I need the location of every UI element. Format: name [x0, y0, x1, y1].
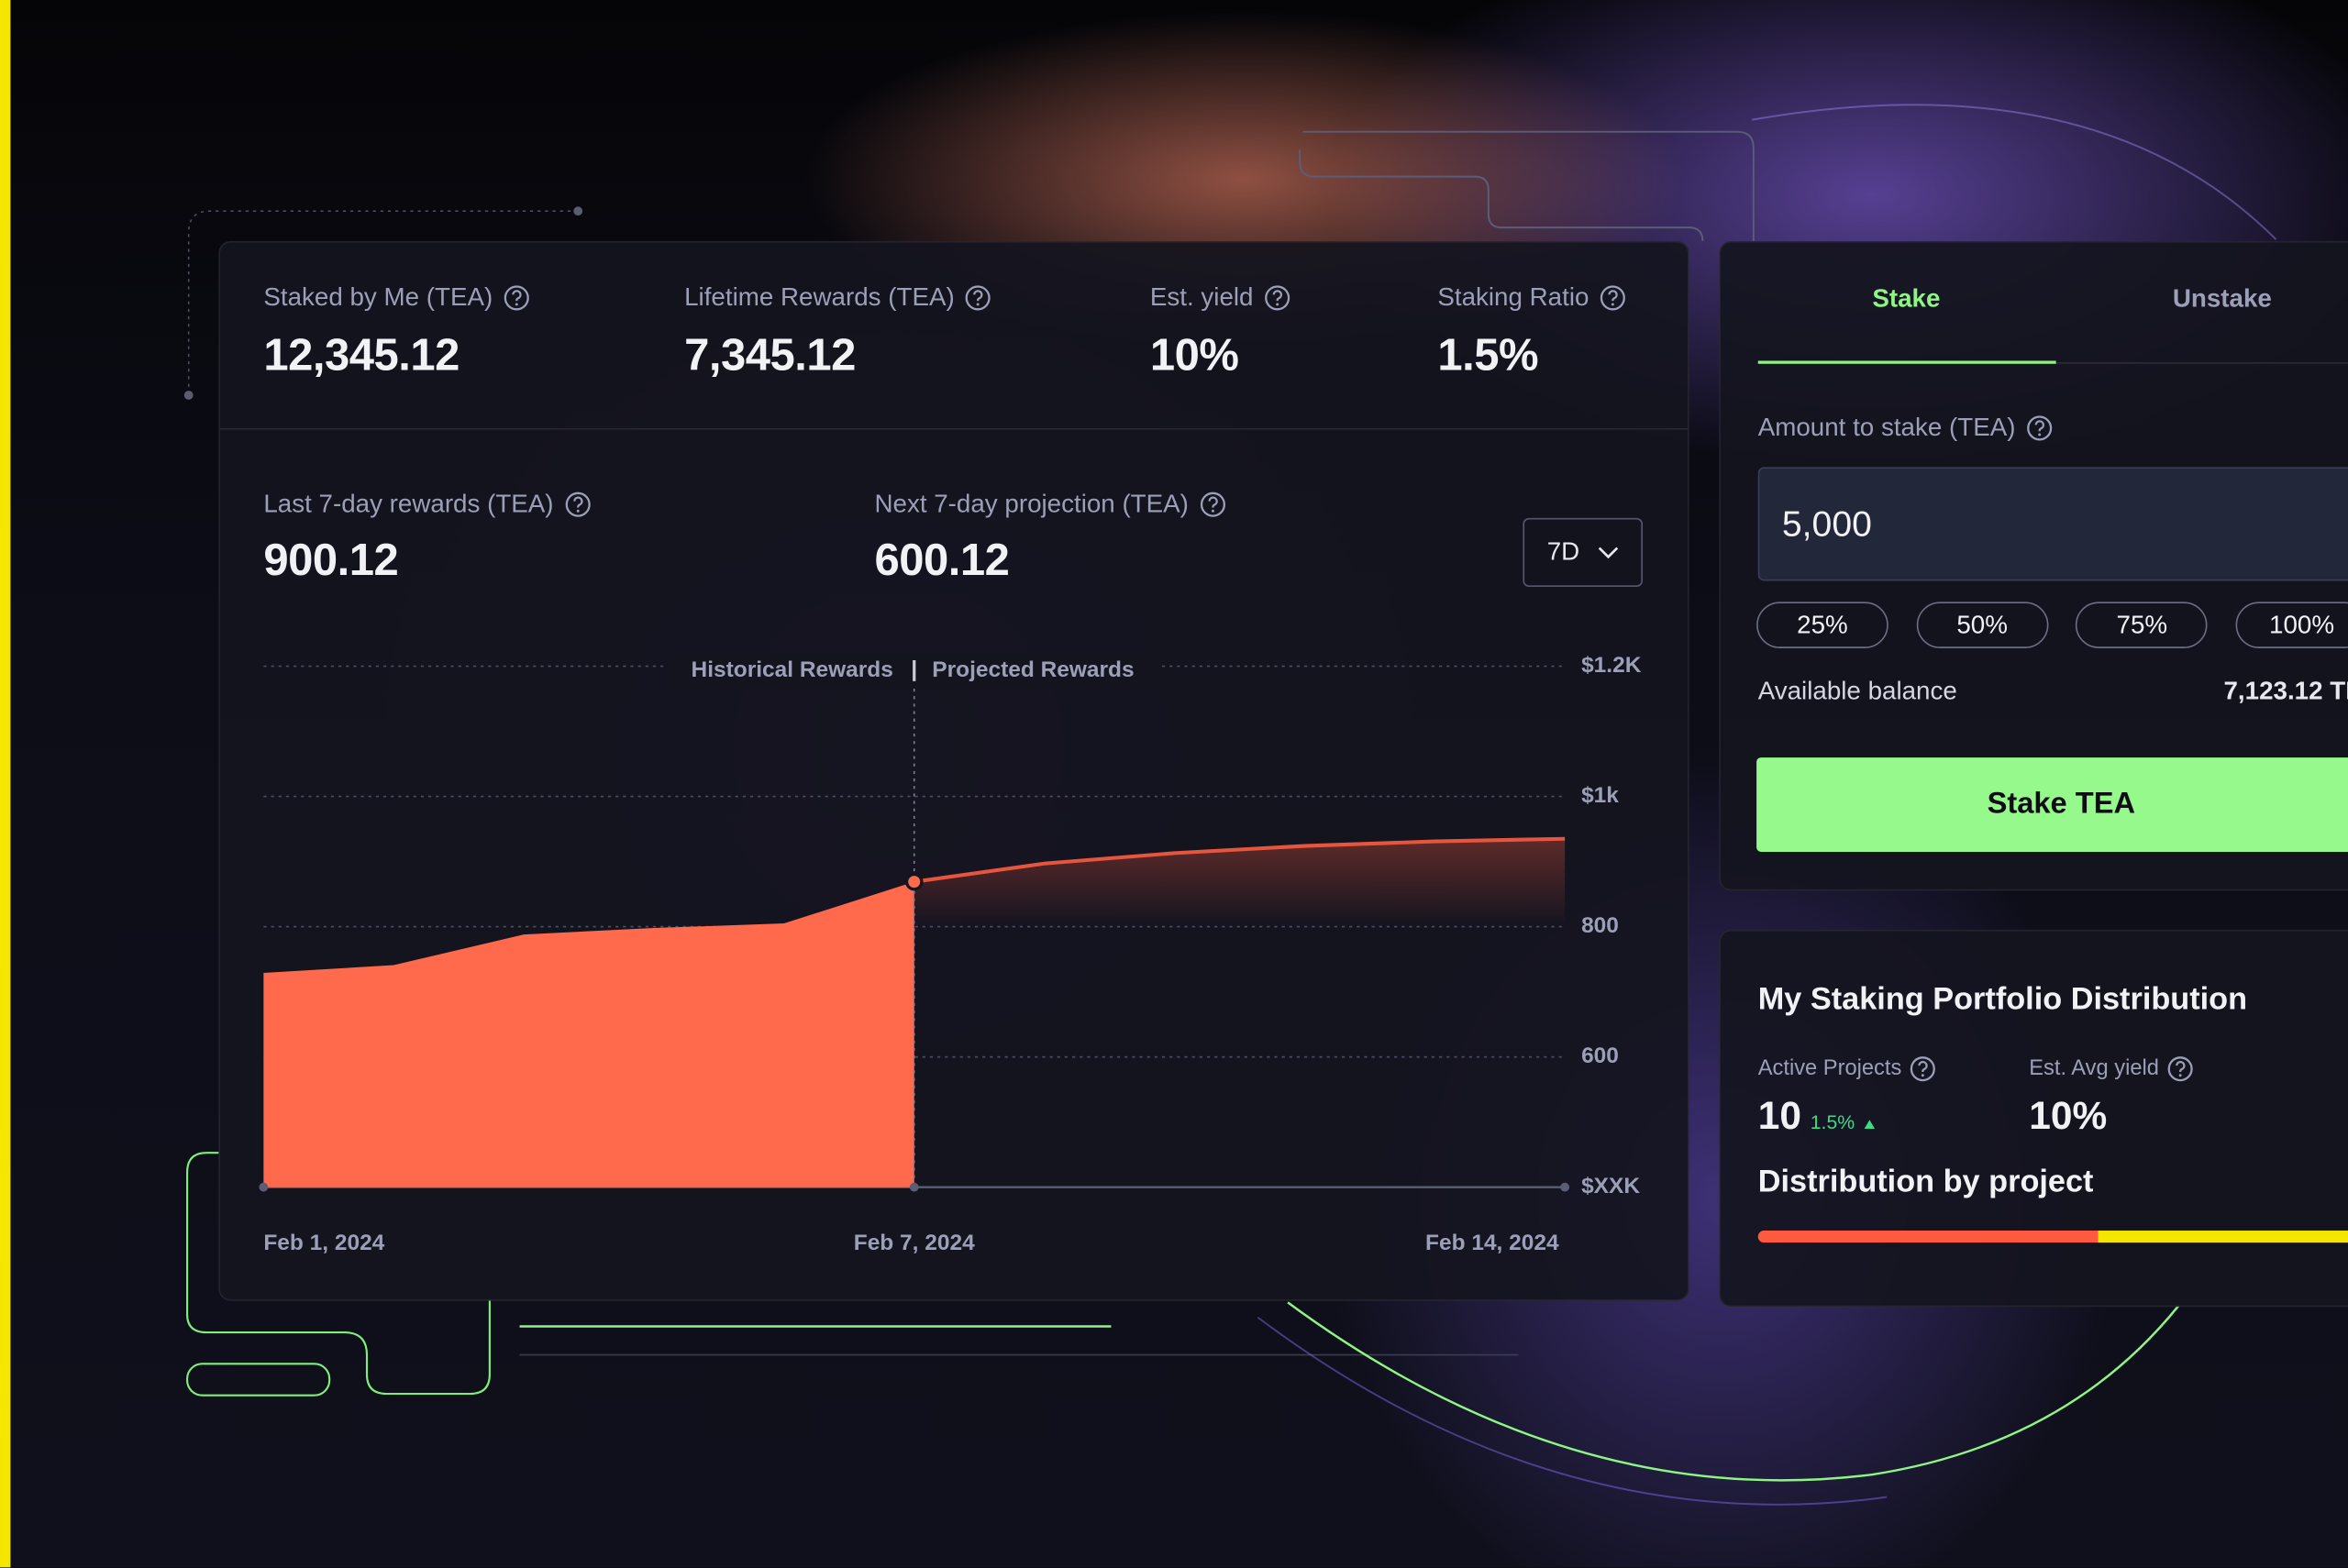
- x-tick-label: Feb 1, 2024: [263, 1231, 384, 1255]
- stat-label: Est. yield: [1149, 282, 1254, 312]
- help-glyph: [2027, 415, 2053, 441]
- stat-value: 10%: [1149, 330, 1239, 381]
- x-tick-label: Feb 7, 2024: [854, 1231, 975, 1255]
- portfolio-title: My Staking Portfolio Distribution: [1757, 982, 2248, 1017]
- axis-dot: [1560, 1182, 1570, 1192]
- help-glyph: [1265, 285, 1290, 311]
- stat-label: Lifetime Rewards (TEA): [684, 282, 955, 312]
- portfolio-card: My Staking Portfolio Distribution Active…: [1719, 929, 2348, 1308]
- help-icon[interactable]: [504, 284, 530, 311]
- stat-value: 1.5%: [1437, 330, 1539, 381]
- help-icon[interactable]: [1600, 284, 1626, 311]
- axis-dot: [909, 1182, 919, 1192]
- y-tick-label: 800: [1581, 913, 1619, 938]
- period-value: 7D: [1546, 537, 1580, 567]
- percent-button[interactable]: 50%: [1916, 602, 2048, 648]
- amount-input[interactable]: 5,000: [1757, 467, 2348, 581]
- tab-stake[interactable]: Stake: [1872, 284, 1941, 314]
- stat-label: Staking Ratio: [1437, 282, 1589, 312]
- help-glyph: [2167, 1056, 2193, 1082]
- legend-entry: Projected Rewards: [932, 657, 1134, 682]
- help-glyph: [1910, 1056, 1935, 1082]
- percent-button[interactable]: 100%: [2235, 602, 2348, 648]
- active-change: 1.5%: [1810, 1110, 1855, 1133]
- active-value: 10: [1757, 1092, 1801, 1138]
- distribution-bar: [2098, 1231, 2348, 1243]
- help-glyph: [504, 285, 529, 311]
- line: [914, 836, 1566, 884]
- x-tick-label: Feb 14, 2024: [1425, 1231, 1559, 1255]
- percent-button[interactable]: 75%: [2076, 602, 2209, 648]
- percent-button[interactable]: 25%: [1756, 602, 1888, 648]
- active-label: Active Projects: [1757, 1056, 1902, 1081]
- amount-label: Amount to stake (TEA): [1757, 413, 2016, 442]
- reward: Last 7-day rewards (TEA): [263, 490, 591, 520]
- active-row: 10 1.5%: [1758, 1093, 1875, 1140]
- help-icon[interactable]: [965, 284, 991, 311]
- stat: Staked by Me (TEA): [263, 283, 530, 314]
- distribution-title: Distribution by project: [1757, 1165, 2094, 1199]
- help-icon[interactable]: [1199, 491, 1225, 518]
- chevron: [1598, 546, 1618, 558]
- stat: Staking Ratio: [1437, 283, 1626, 314]
- reward-label: Next 7-day projection (TEA): [874, 489, 1189, 518]
- y-tick-label: $1.2K: [1581, 653, 1642, 678]
- help-icon[interactable]: [564, 491, 591, 518]
- up-arrow: [1863, 1120, 1875, 1130]
- reward: Next 7-day projection (TEA): [874, 490, 1225, 520]
- reward-value: 900.12: [263, 536, 399, 586]
- stat: Est. yield: [1150, 283, 1290, 314]
- help-glyph: [1600, 285, 1626, 311]
- stake-button[interactable]: Stake TEA: [1756, 757, 2348, 852]
- stat-value: 12,345.12: [263, 330, 460, 381]
- legend-entry: Historical Rewards: [692, 657, 893, 682]
- help-glyph: [1200, 491, 1225, 517]
- distribution-bar: [1757, 1231, 2099, 1243]
- yield-label: Est. Avg yield: [2029, 1056, 2159, 1081]
- axis-dot: [259, 1182, 269, 1192]
- stat-label: Staked by Me (TEA): [263, 282, 493, 312]
- stake-card: Stake Unstake Amount to stake (TEA) 5,00…: [1719, 240, 2348, 891]
- help-icon[interactable]: [2166, 1055, 2193, 1082]
- reward-value: 600.12: [874, 536, 1010, 586]
- help-glyph: [966, 285, 991, 311]
- edge-strip: [0, 0, 11, 1568]
- y-tick-label: $1k: [1581, 783, 1619, 808]
- help-icon[interactable]: [1909, 1055, 1935, 1082]
- point: [904, 872, 924, 891]
- divider: [220, 427, 1689, 430]
- help-icon[interactable]: [1264, 284, 1290, 311]
- tab-underline: [1757, 360, 2056, 364]
- balance-label: Available balance: [1757, 676, 1957, 705]
- area: [263, 881, 914, 1187]
- period-select[interactable]: 7D: [1523, 517, 1644, 587]
- stat: Lifetime Rewards (TEA): [684, 283, 991, 314]
- y-tick-label: $XXK: [1581, 1174, 1640, 1198]
- stat-value: 7,345.12: [684, 330, 856, 381]
- balance-value: 7,123.12 TEA: [2223, 676, 2348, 705]
- reward-label: Last 7-day rewards (TEA): [263, 489, 554, 518]
- tab-unstake[interactable]: Unstake: [2172, 284, 2272, 314]
- help-glyph: [565, 491, 591, 517]
- y-tick-label: 600: [1581, 1043, 1619, 1068]
- help-icon[interactable]: [2026, 414, 2053, 441]
- yield-value: 10%: [2029, 1092, 2108, 1138]
- amount-value: 5,000: [1781, 504, 1872, 546]
- area-fill: [914, 838, 1566, 927]
